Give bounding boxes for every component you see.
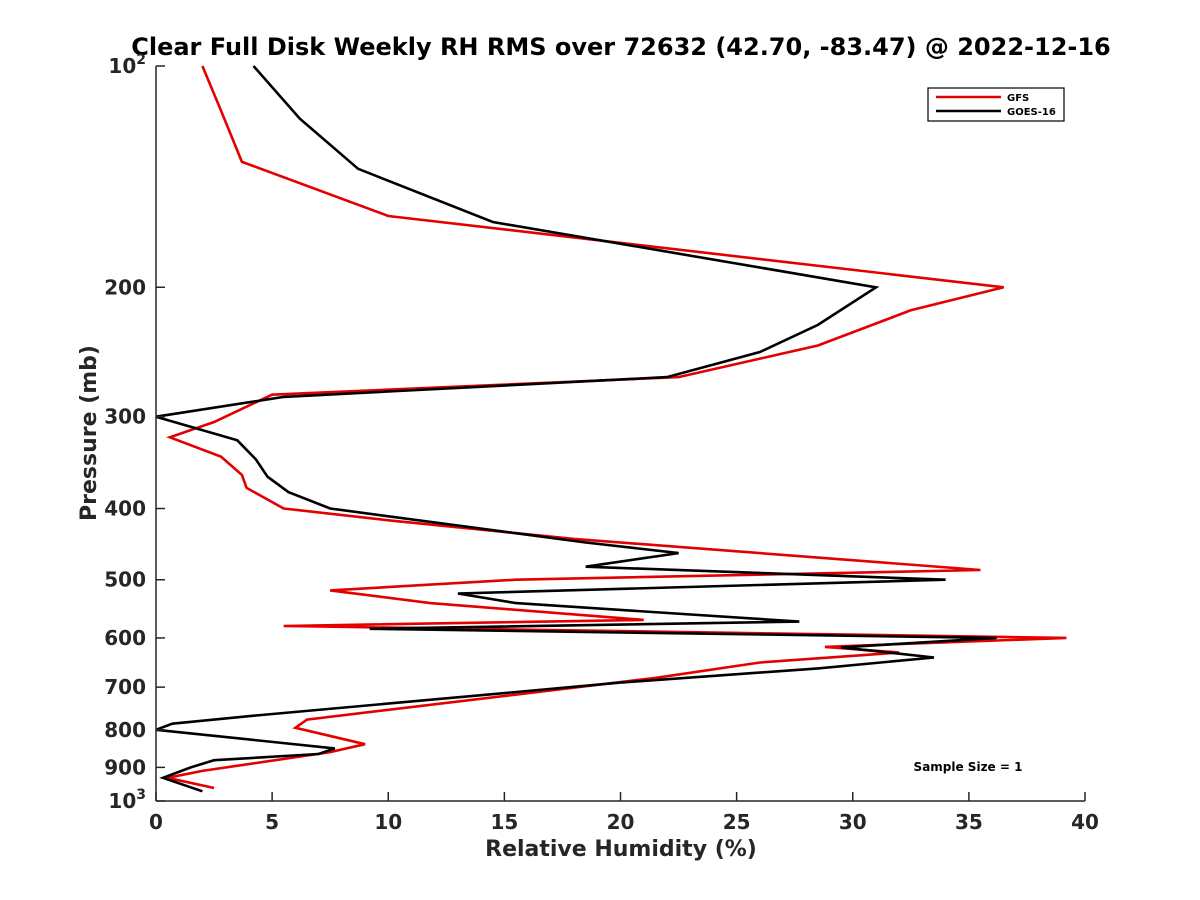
x-tick-label: 25	[723, 810, 751, 834]
x-tick-label: 15	[490, 810, 518, 834]
y-tick-label: 500	[104, 568, 146, 592]
y-tick-label: 900	[104, 755, 146, 779]
y-tick-label: 102	[108, 52, 146, 78]
y-tick-label: 103	[108, 787, 146, 813]
x-tick-label: 40	[1071, 810, 1099, 834]
y-tick-label: 700	[104, 675, 146, 699]
series-line-gfs	[166, 65, 1067, 790]
y-tick-label: 800	[104, 718, 146, 742]
legend-box	[927, 87, 1065, 122]
y-tick-label: 600	[104, 626, 146, 650]
x-tick-label: 5	[265, 810, 279, 834]
legend-label-gfs: GFS	[1007, 93, 1029, 104]
x-tick-label: 35	[955, 810, 983, 834]
x-tick-label: 10	[374, 810, 402, 834]
x-tick-label: 0	[149, 810, 163, 834]
y-tick-label: 200	[104, 275, 146, 299]
y-tick-label: 300	[104, 405, 146, 429]
x-axis-label: Relative Humidity (%)	[485, 837, 757, 862]
x-tick-label: 30	[839, 810, 867, 834]
y-axis-label: Pressure (mb)	[77, 345, 102, 521]
axes: 0 5 10 15 20 25 30 35 40 102 200 300 400 500 600 700 800…	[104, 52, 1099, 834]
legend-items: GFS GOES-16	[936, 93, 1056, 118]
legend: GFS GOES-16	[927, 87, 1065, 122]
chart-title: Clear Full Disk Weekly RH RMS over 72632…	[131, 33, 1111, 61]
y-tick-label: 400	[104, 497, 146, 521]
x-tick-label: 20	[607, 810, 635, 834]
sample-size-annotation: Sample Size = 1	[914, 760, 1023, 774]
legend-label-goes-16: GOES-16	[1007, 107, 1056, 118]
